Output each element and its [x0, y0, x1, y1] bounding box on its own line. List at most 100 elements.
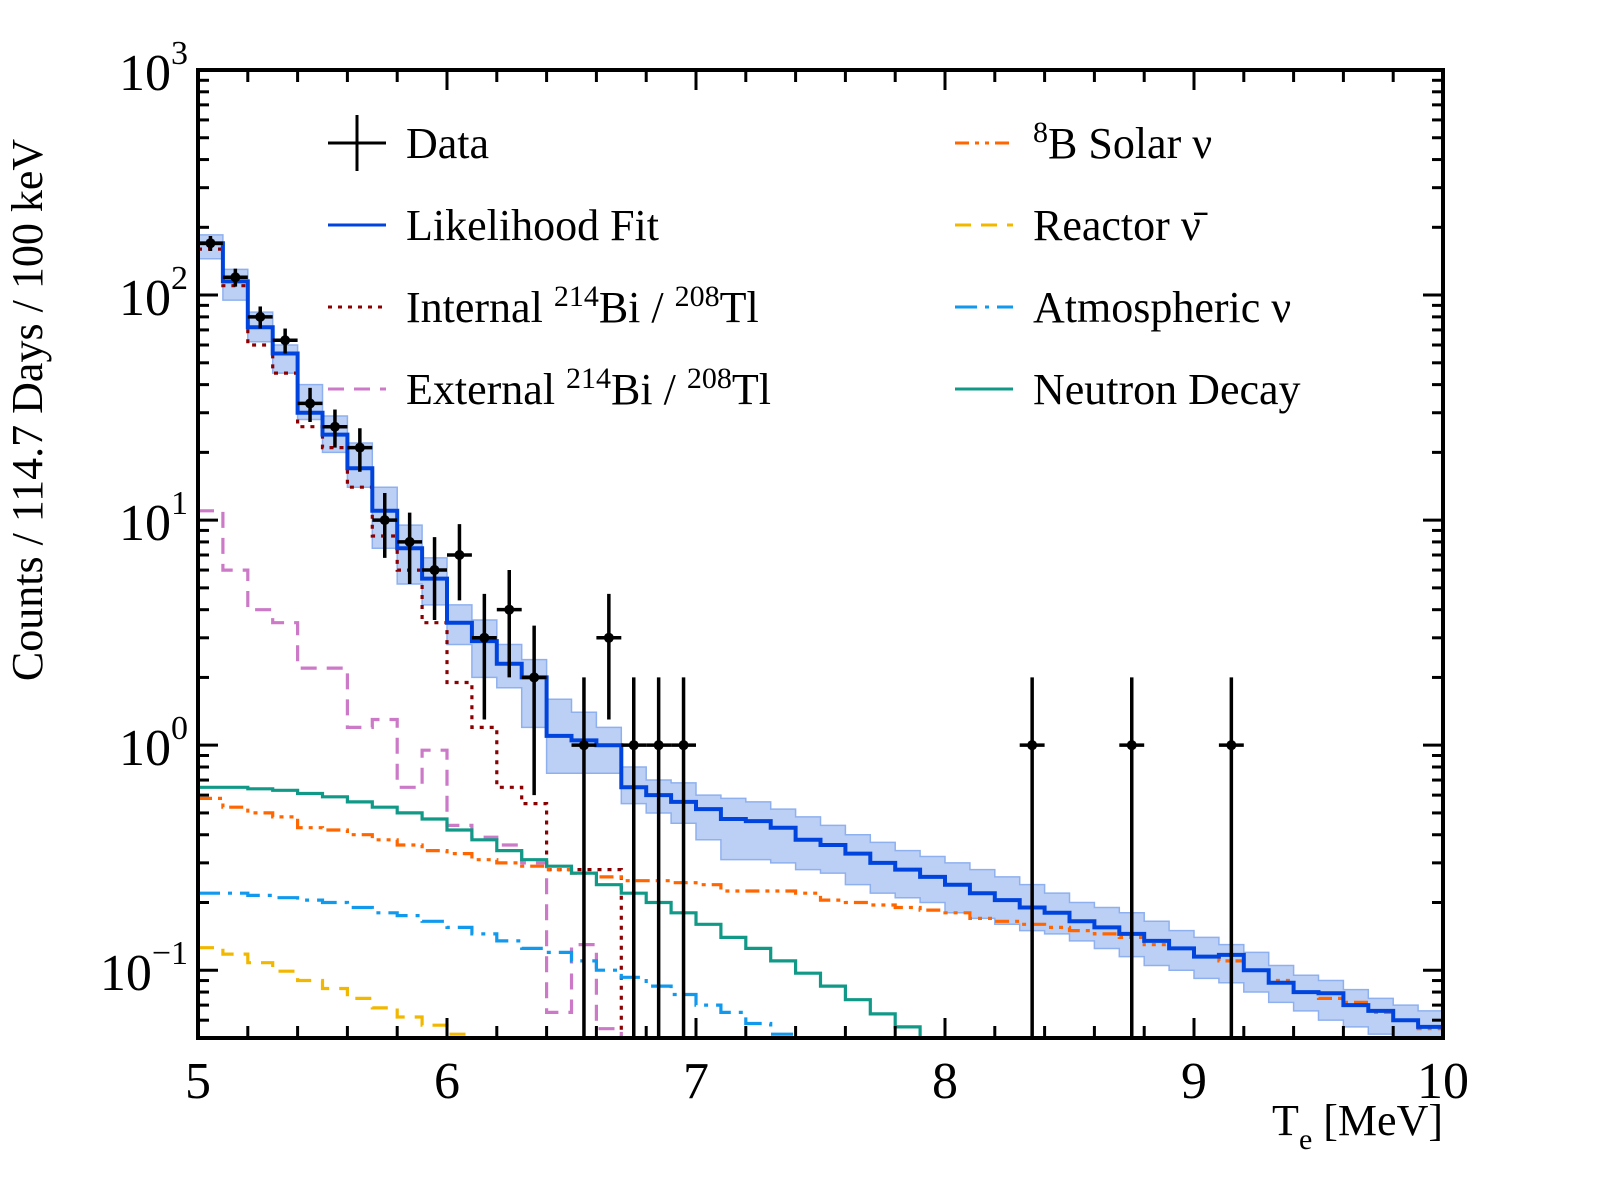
data-marker	[404, 536, 415, 547]
data-marker	[479, 632, 490, 643]
legend-label: Data	[406, 119, 489, 168]
data-marker	[354, 442, 365, 453]
x-tick-label: 9	[1181, 1053, 1207, 1110]
data-marker	[529, 672, 540, 683]
x-axis-label-sub: e	[1299, 1123, 1312, 1156]
data-marker	[230, 272, 241, 283]
y-tick-exp: 1	[171, 485, 188, 522]
data-point	[571, 677, 597, 1038]
data-marker	[305, 398, 316, 409]
data-marker	[255, 311, 266, 322]
y-tick-exp: 3	[171, 35, 188, 72]
y-tick-label: 100	[119, 710, 188, 777]
data-marker	[454, 549, 465, 560]
data-point	[646, 677, 672, 1038]
y-tick-base: 10	[119, 270, 171, 327]
data-marker	[678, 740, 689, 751]
y-tick-base: 10	[119, 720, 171, 777]
series-atmospheric	[198, 891, 798, 1038]
y-tick-base: 10	[100, 945, 152, 1002]
legend-label: Neutron Decay	[1033, 365, 1301, 414]
data-marker	[578, 740, 589, 751]
data-point	[422, 537, 447, 620]
legend-item-reactor: Reactor ν̄	[955, 201, 1208, 250]
series-internal-214bi-208tl	[198, 247, 623, 1038]
series-reactor	[198, 946, 474, 1038]
data-marker	[379, 515, 390, 526]
data-point	[496, 570, 522, 678]
data-point	[671, 677, 696, 1038]
y-tick-label: 101	[119, 485, 188, 552]
data-point	[596, 593, 622, 720]
data-point	[397, 512, 423, 585]
x-tick-label: 7	[683, 1053, 709, 1110]
data-marker	[329, 421, 340, 432]
legend-label: External 214Bi / 208Tl	[406, 362, 771, 414]
legend-label: Internal 214Bi / 208Tl	[406, 280, 759, 332]
x-axis-label-rest: [MeV]	[1312, 1096, 1443, 1145]
legend-item-internal-214bi-208tl: Internal 214Bi / 208Tl	[328, 280, 759, 332]
data-marker	[1027, 740, 1038, 751]
legend-item-8b-solar: 8B Solar ν	[955, 116, 1212, 168]
legend-label: Likelihood Fit	[406, 201, 659, 250]
y-tick-base: 10	[119, 495, 171, 552]
series-likelihood-fit	[198, 241, 1443, 1029]
data-marker	[429, 565, 440, 576]
data-point	[372, 492, 398, 558]
axis-ticks	[196, 68, 1445, 1040]
data-marker	[1126, 740, 1137, 751]
data-marker	[205, 238, 216, 249]
data-marker	[603, 632, 614, 643]
legend-label: Reactor ν̄	[1033, 201, 1208, 250]
data-marker	[1226, 740, 1237, 751]
series-neutron-decay	[198, 785, 922, 1038]
y-tick-exp: 2	[171, 260, 188, 297]
x-tick-label: 10	[1417, 1053, 1469, 1110]
data-point	[322, 409, 348, 448]
x-axis-label: Te [MeV]	[1272, 1096, 1443, 1156]
data-point	[521, 625, 547, 796]
data-point	[447, 524, 472, 601]
y-tick-label: 10−1	[100, 935, 188, 1002]
data-point	[198, 235, 223, 251]
data-marker	[628, 740, 639, 751]
x-axis-label-main: T	[1272, 1096, 1299, 1145]
series-external-214bi-208tl	[198, 509, 623, 1038]
y-tick-base: 10	[119, 45, 171, 102]
data-marker	[504, 604, 515, 615]
legend-item-data: Data	[328, 115, 489, 171]
x-tick-label: 8	[932, 1053, 958, 1110]
legend-item-neutron-decay: Neutron Decay	[955, 365, 1301, 414]
x-tick-label: 6	[434, 1053, 460, 1110]
data-point	[1019, 677, 1045, 1038]
data-point	[272, 328, 298, 354]
y-axis-label: Counts / 114.7 Days / 100 keV	[3, 139, 52, 681]
y-tick-exp: 0	[171, 710, 188, 747]
data-points-layer	[198, 235, 1244, 1038]
fit-uncertainty-band-layer	[198, 234, 1443, 1038]
legend-label: 8B Solar ν	[1033, 116, 1212, 168]
data-marker	[653, 740, 664, 751]
data-point	[247, 306, 273, 329]
legend-label: Atmospheric ν	[1033, 283, 1291, 332]
legend-item-external-214bi-208tl: External 214Bi / 208Tl	[328, 362, 771, 414]
x-tick-label: 5	[185, 1053, 211, 1110]
legend-item-atmospheric: Atmospheric ν	[955, 283, 1291, 332]
data-point	[621, 677, 647, 1038]
data-point	[297, 387, 323, 422]
data-point	[1119, 677, 1145, 1038]
data-point	[471, 593, 497, 720]
fit-uncertainty-band	[198, 234, 1443, 1038]
y-tick-label: 102	[119, 260, 188, 327]
data-marker	[280, 335, 291, 346]
data-point	[1218, 677, 1244, 1038]
data-point	[222, 268, 248, 287]
legend: Data Likelihood Fit Internal 214Bi / 208Tl…	[328, 115, 1301, 414]
data-point	[347, 428, 373, 472]
x-tick-labels: 5 6 7 8 9 10	[185, 1053, 1469, 1110]
y-tick-exp: −1	[152, 935, 188, 972]
legend-item-likelihood-fit: Likelihood Fit	[328, 201, 659, 250]
y-tick-label: 103	[119, 35, 188, 102]
